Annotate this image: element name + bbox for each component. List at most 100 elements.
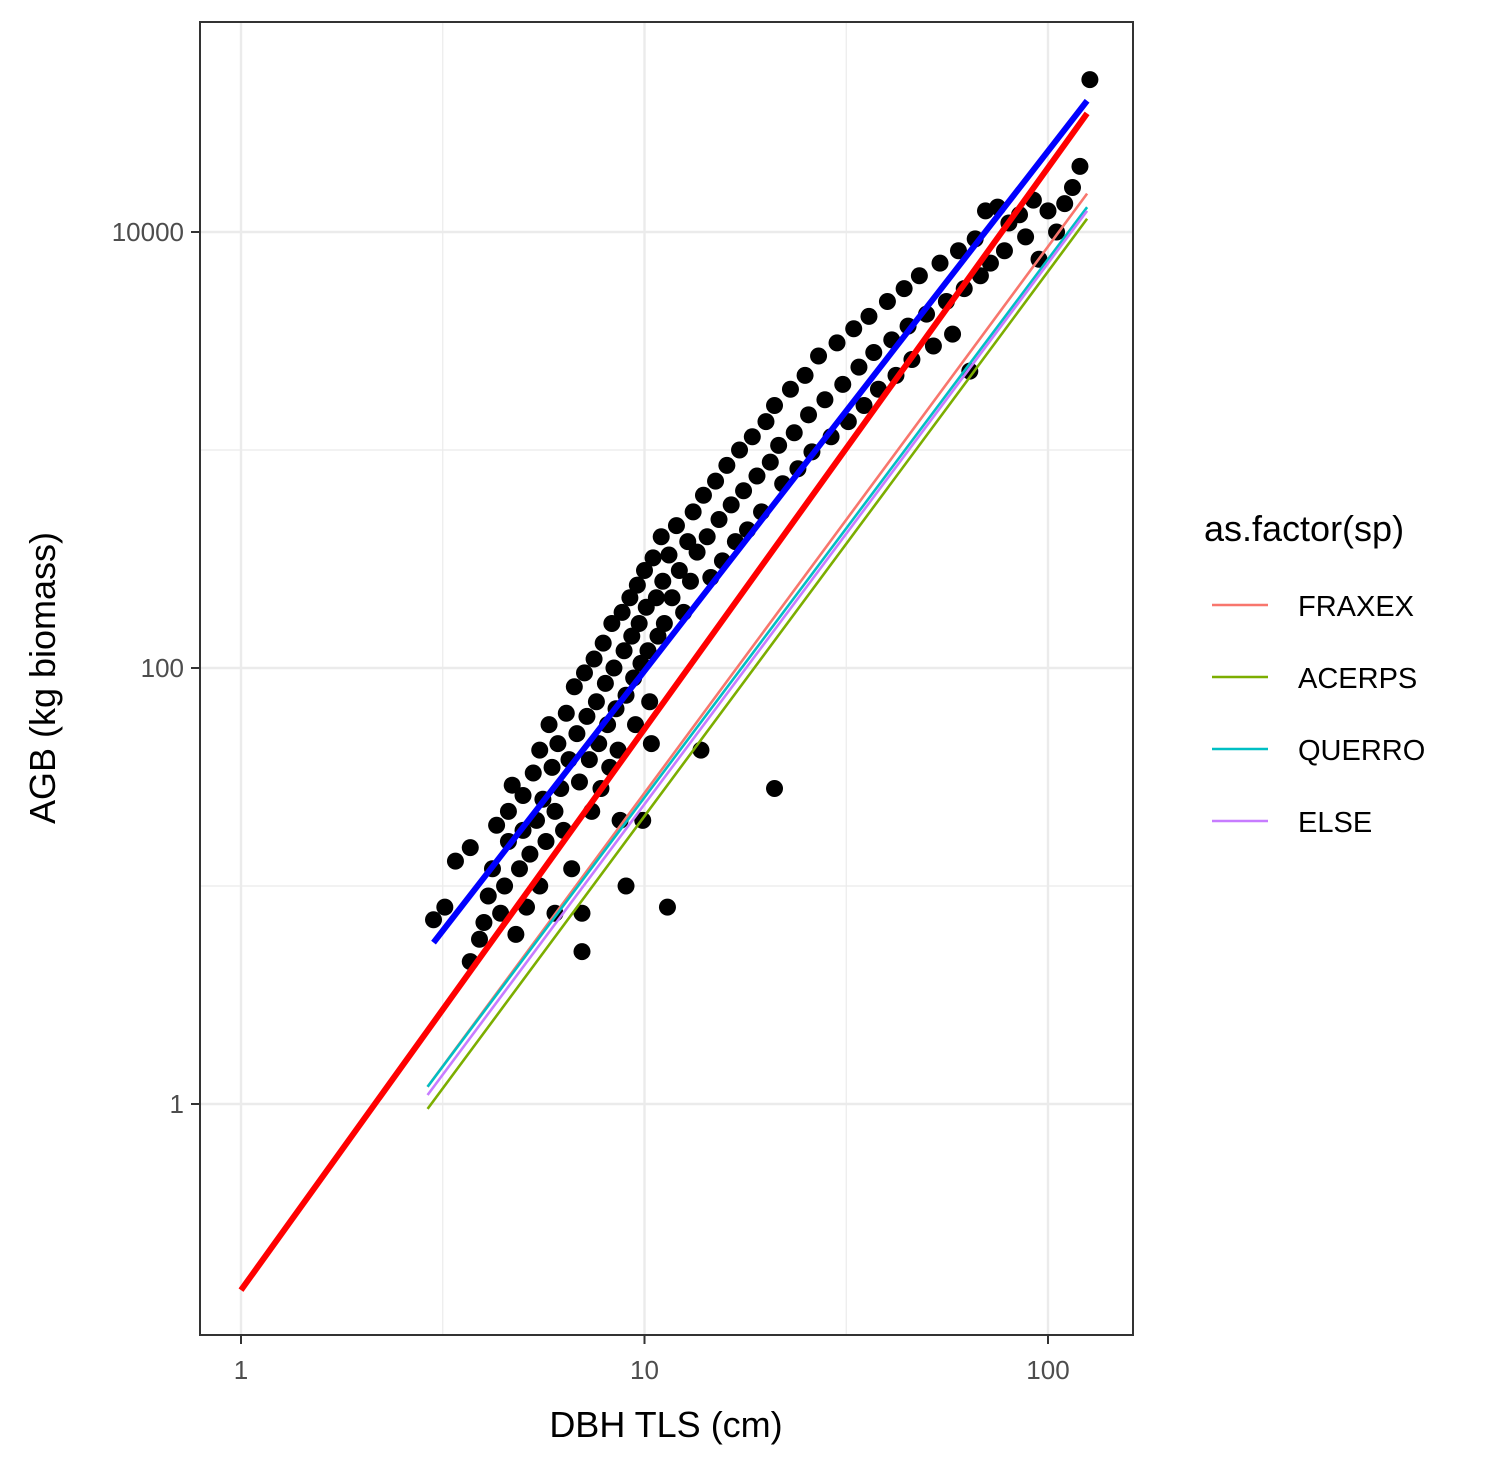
scatter-point: [860, 307, 878, 325]
scatter-point: [521, 845, 539, 863]
scatter-point: [510, 860, 528, 878]
scatter-point: [855, 397, 873, 415]
x-tick-label: 100: [1026, 1355, 1069, 1385]
x-axis-title: DBH TLS (cm): [549, 1404, 782, 1445]
scatter-point: [698, 528, 716, 546]
scatter-point: [722, 496, 740, 514]
scatter-point: [878, 292, 896, 310]
scatter-point: [796, 366, 814, 384]
scatter-point: [949, 242, 967, 260]
scatter-point: [660, 546, 678, 564]
scatter-point: [731, 441, 749, 459]
scatter-point: [540, 716, 558, 734]
scatter-point: [910, 267, 928, 285]
scatter-point: [594, 634, 612, 652]
y-tick-label: 10000: [112, 217, 184, 247]
scatter-point: [1017, 228, 1035, 246]
scatter-point: [549, 735, 567, 753]
scatter-point: [681, 572, 699, 590]
scatter-point: [615, 642, 633, 660]
scatter-point: [596, 674, 614, 692]
scatter-point: [1039, 202, 1057, 220]
scatter-point: [479, 887, 497, 905]
x-tick-label: 10: [630, 1355, 659, 1385]
scatter-point: [585, 650, 603, 668]
scatter-point: [475, 914, 493, 932]
scatter-point: [757, 413, 775, 431]
line-fraxex: [426, 192, 1089, 1088]
scatter-point: [488, 816, 506, 834]
scatter-point: [770, 436, 788, 454]
scatter-point: [743, 428, 761, 446]
scatter-point: [761, 453, 779, 471]
scatter-point: [568, 725, 586, 743]
scatter-point: [470, 930, 488, 948]
scatter-point: [623, 627, 641, 645]
scatter-point: [1063, 179, 1081, 197]
scatter-point: [800, 406, 818, 424]
scatter-point: [766, 397, 784, 415]
scatter-point: [642, 735, 660, 753]
scatter-point: [781, 380, 799, 398]
scatter-point: [707, 472, 725, 490]
scatter-point: [621, 589, 639, 607]
scatter-point: [644, 549, 662, 567]
scatter-point: [531, 741, 549, 759]
scatter-point: [503, 776, 521, 794]
scatter-point: [834, 375, 852, 393]
scatter-point: [1056, 195, 1074, 213]
legend-label-querro: QUERRO: [1298, 735, 1425, 767]
panel-border: [199, 21, 1134, 1336]
axes: 1 10 100 1 100 10000: [112, 217, 1070, 1385]
scatter-point: [654, 572, 672, 590]
scatter-point: [605, 659, 623, 677]
x-tick-label: 1: [234, 1355, 248, 1385]
scatter-point: [766, 780, 784, 798]
scatter-point: [573, 943, 591, 961]
scatter-point: [546, 802, 564, 820]
scatter-point: [995, 242, 1013, 260]
scatter-point: [617, 877, 635, 895]
fit-line-blue: [431, 98, 1090, 945]
scatter-point: [636, 562, 653, 580]
scatter-point: [425, 911, 443, 929]
scatter-point: [667, 517, 685, 535]
scatter-point: [514, 787, 532, 805]
legend: as.factor(sp) FRAXEX ACERPS QUERRO ELSE: [1204, 508, 1425, 839]
fit-line-red: [238, 111, 1090, 1292]
legend-label-fraxex: FRAXEX: [1298, 591, 1414, 623]
scatter-point: [641, 693, 659, 711]
scatter-point: [663, 589, 681, 607]
scatter-point: [655, 615, 673, 633]
scatter-point: [828, 334, 846, 352]
scatter-point: [565, 678, 583, 696]
line-querro: [426, 206, 1089, 1088]
scatter-point: [436, 898, 454, 916]
scatter-point: [496, 877, 514, 895]
y-axis-title: AGB (kg biomass): [22, 532, 63, 824]
scatter-point: [461, 839, 479, 857]
scatter-point: [684, 503, 702, 521]
scatter-point: [1081, 71, 1099, 89]
scatter-point: [630, 615, 648, 633]
scatter-point: [613, 603, 631, 621]
y-tick-label: 1: [170, 1089, 184, 1119]
scatter-point: [845, 320, 863, 338]
scatter-point: [507, 925, 525, 943]
scatter-point: [649, 627, 667, 645]
scatter-point: [570, 773, 588, 791]
y-tick-label: 100: [141, 653, 184, 683]
legend-items: FRAXEX ACERPS QUERRO ELSE: [1212, 591, 1425, 839]
scatter-point: [895, 280, 913, 298]
scatter-point: [628, 576, 646, 594]
scatter-point: [543, 758, 561, 776]
scatter-point: [735, 482, 753, 500]
scatter-point: [810, 347, 828, 365]
scatter-point: [652, 528, 670, 546]
scatter-point: [492, 904, 510, 922]
scatter-point: [710, 510, 728, 528]
scatter-point: [573, 904, 591, 922]
scatter-point: [603, 615, 621, 633]
scatter-point: [816, 391, 834, 409]
